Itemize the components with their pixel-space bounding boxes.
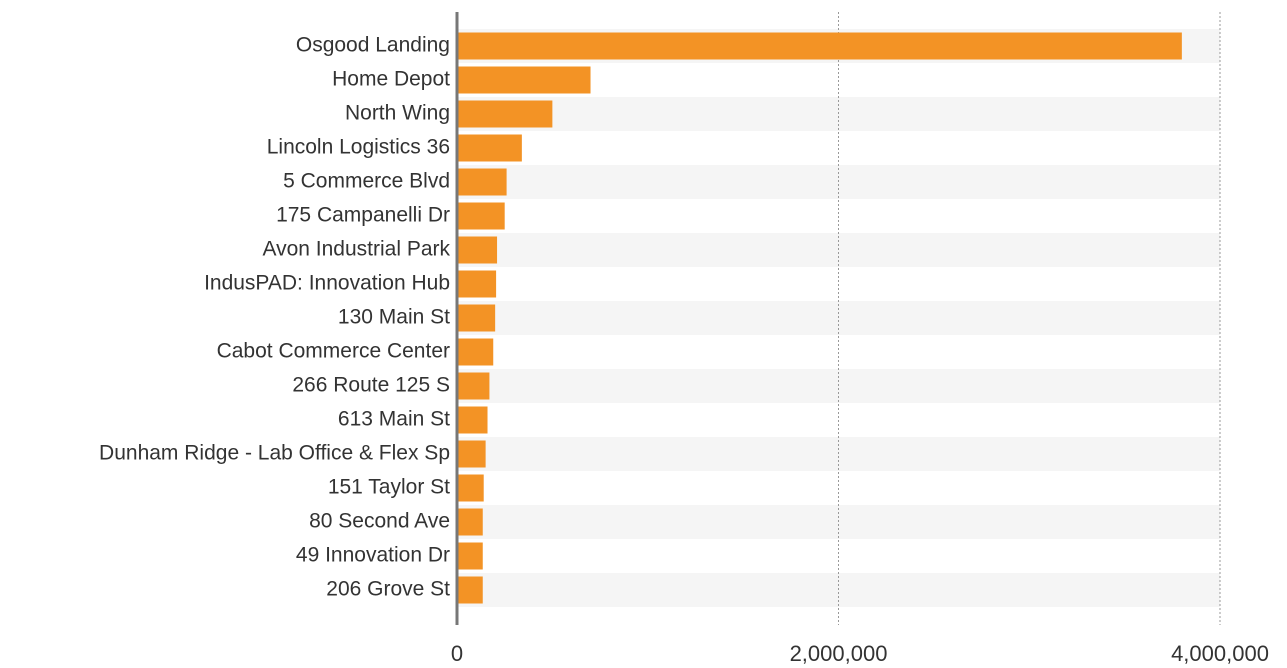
y-tick-label: 151 Taylor St: [328, 476, 450, 499]
x-tick-label: 0: [451, 641, 463, 666]
y-tick-label: 5 Commerce Blvd: [283, 170, 450, 193]
bar: [457, 32, 1182, 60]
y-tick-label: Home Depot: [332, 68, 450, 91]
x-tick-label: 2,000,000: [790, 641, 888, 666]
y-tick-label: IndusPAD: Innovation Hub: [204, 272, 450, 295]
bar: [457, 202, 505, 230]
bar: [457, 168, 507, 196]
y-tick-label: 613 Main St: [338, 408, 450, 431]
y-tick-label: 175 Campanelli Dr: [276, 204, 450, 227]
bar: [457, 66, 591, 94]
x-tick-label: 4,000,000: [1171, 641, 1269, 666]
bar: [457, 508, 483, 536]
bar: [457, 440, 486, 468]
bar: [457, 338, 494, 366]
bar: [457, 270, 497, 298]
y-tick-label: 49 Innovation Dr: [296, 544, 450, 567]
bar: [457, 406, 488, 434]
bar: [457, 542, 483, 570]
y-tick-label: Osgood Landing: [296, 34, 450, 57]
y-tick-label: North Wing: [345, 102, 450, 125]
bar: [457, 236, 498, 264]
y-tick-label: Cabot Commerce Center: [217, 340, 450, 363]
y-tick-label: Avon Industrial Park: [262, 238, 450, 261]
bar: [457, 576, 483, 604]
y-tick-label: 266 Route 125 S: [292, 374, 450, 397]
y-tick-label: 130 Main St: [338, 306, 450, 329]
bar: [457, 134, 522, 162]
y-tick-label: 206 Grove St: [326, 578, 450, 601]
bar: [457, 474, 484, 502]
y-tick-label: 80 Second Ave: [309, 510, 450, 533]
bar: [457, 304, 496, 332]
y-tick-label: Dunham Ridge - Lab Office & Flex Sp: [99, 442, 450, 465]
bar: [457, 100, 553, 128]
y-tick-label: Lincoln Logistics 36: [267, 136, 450, 159]
bar: [457, 372, 490, 400]
